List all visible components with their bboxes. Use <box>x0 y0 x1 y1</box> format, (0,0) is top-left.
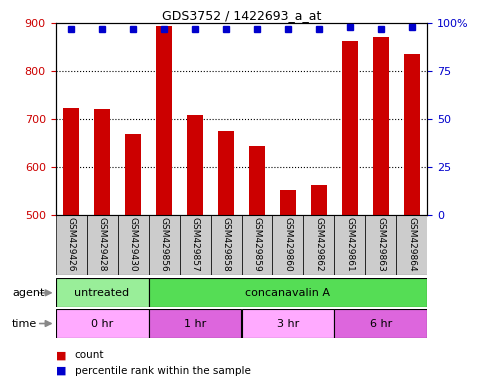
Text: GSM429857: GSM429857 <box>190 217 199 272</box>
Text: count: count <box>75 350 104 360</box>
Text: 0 hr: 0 hr <box>91 318 113 329</box>
Bar <box>342 41 358 215</box>
Bar <box>373 37 389 215</box>
Bar <box>303 215 334 275</box>
Bar <box>397 215 427 275</box>
Text: concanavalin A: concanavalin A <box>245 288 330 298</box>
Text: GSM429860: GSM429860 <box>284 217 293 272</box>
Bar <box>272 215 303 275</box>
Text: 6 hr: 6 hr <box>370 318 392 329</box>
Bar <box>149 215 180 275</box>
Text: percentile rank within the sample: percentile rank within the sample <box>75 366 251 376</box>
Bar <box>218 131 234 215</box>
Bar <box>180 215 211 275</box>
Text: GSM429430: GSM429430 <box>128 217 138 272</box>
Text: untreated: untreated <box>74 288 129 298</box>
Bar <box>280 190 296 215</box>
Text: 1 hr: 1 hr <box>184 318 206 329</box>
Bar <box>334 309 427 338</box>
Bar <box>149 309 242 338</box>
Text: GSM429861: GSM429861 <box>345 217 355 272</box>
Bar <box>187 115 203 215</box>
Text: GSM429863: GSM429863 <box>376 217 385 272</box>
Text: GSM429428: GSM429428 <box>98 217 107 272</box>
Bar <box>242 215 272 275</box>
Text: agent: agent <box>12 288 44 298</box>
Text: GSM429862: GSM429862 <box>314 217 324 272</box>
Bar <box>366 215 397 275</box>
Bar <box>156 26 172 215</box>
Bar <box>94 109 110 215</box>
Bar <box>149 278 427 307</box>
Bar <box>311 185 327 215</box>
Text: GSM429426: GSM429426 <box>67 217 75 272</box>
Text: ■: ■ <box>56 350 66 360</box>
Bar <box>117 215 149 275</box>
Bar <box>404 54 420 215</box>
Bar <box>125 134 141 215</box>
Bar <box>56 278 149 307</box>
Text: 3 hr: 3 hr <box>277 318 299 329</box>
Text: GSM429859: GSM429859 <box>253 217 261 272</box>
Text: ■: ■ <box>56 366 66 376</box>
Bar <box>242 309 334 338</box>
Title: GDS3752 / 1422693_a_at: GDS3752 / 1422693_a_at <box>162 9 321 22</box>
Bar <box>211 215 242 275</box>
Text: GSM429864: GSM429864 <box>408 217 416 272</box>
Bar <box>86 215 117 275</box>
Bar <box>249 146 265 215</box>
Bar <box>334 215 366 275</box>
Text: GSM429856: GSM429856 <box>159 217 169 272</box>
Text: GSM429858: GSM429858 <box>222 217 230 272</box>
Bar <box>56 215 86 275</box>
Bar <box>63 109 79 215</box>
Text: time: time <box>12 318 37 329</box>
Bar <box>56 309 149 338</box>
